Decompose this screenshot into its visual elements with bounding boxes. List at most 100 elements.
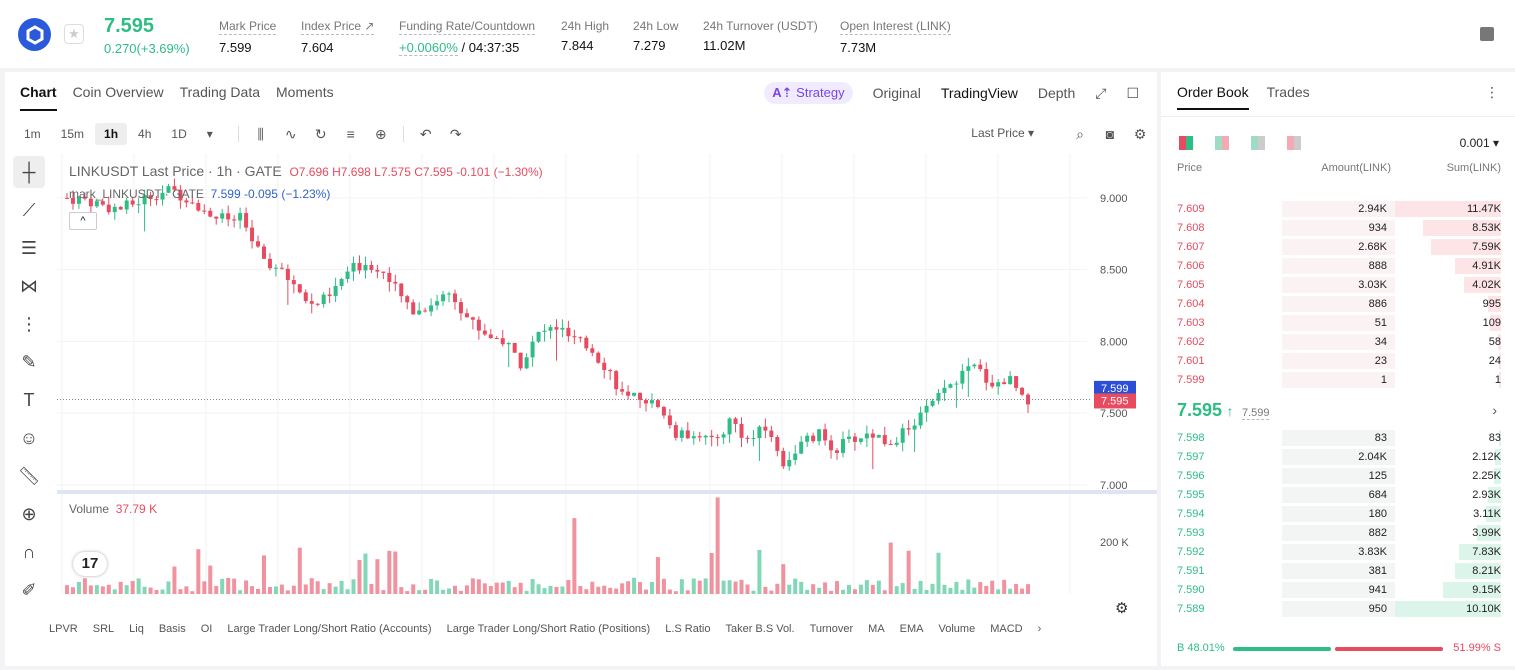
- window-icon[interactable]: ☐: [1126, 84, 1139, 101]
- crosshair-icon[interactable]: ┼: [13, 156, 45, 188]
- fib-icon[interactable]: ⋮: [20, 313, 38, 334]
- indicator-item[interactable]: Volume: [938, 623, 976, 635]
- indicator-item[interactable]: Turnover: [809, 623, 854, 635]
- ask-row[interactable]: 7.603 51 109: [1177, 314, 1501, 333]
- timeframe-1h[interactable]: 1h: [95, 123, 128, 145]
- order-sum: 58: [1488, 336, 1501, 348]
- volume-bar: [130, 580, 135, 594]
- text-icon[interactable]: T: [23, 389, 35, 410]
- tab-original[interactable]: Original: [872, 85, 921, 101]
- document-icon[interactable]: [1480, 27, 1494, 41]
- pattern-icon[interactable]: ⋈: [20, 275, 38, 296]
- gear-icon[interactable]: ⚙: [1133, 125, 1147, 142]
- chevron-right-icon[interactable]: ›: [1037, 623, 1042, 635]
- tab-moments[interactable]: Moments: [276, 84, 334, 100]
- zoom-in-icon[interactable]: ⊕: [21, 503, 37, 524]
- trendline-icon[interactable]: ⟋: [22, 199, 36, 220]
- tab-coin-overview[interactable]: Coin Overview: [72, 84, 164, 100]
- both-sides-view-icon[interactable]: [1179, 136, 1193, 150]
- timeframe-1d[interactable]: 1D: [171, 127, 187, 141]
- ask-row[interactable]: 7.599 1 1: [1177, 371, 1501, 390]
- tab-order-book[interactable]: Order Book: [1177, 84, 1249, 110]
- ask-row[interactable]: 7.601 23 24: [1177, 352, 1501, 371]
- stat-index-price[interactable]: Index Price ↗ 7.604: [301, 19, 375, 55]
- volume-bar: [942, 584, 947, 594]
- candle-body: [614, 371, 619, 390]
- bids-only-view-icon[interactable]: [1251, 136, 1265, 150]
- ask-row[interactable]: 7.604 886 995: [1177, 295, 1501, 314]
- candle-body: [411, 302, 416, 315]
- bid-row[interactable]: 7.589 950 10.10K: [1177, 600, 1501, 619]
- bid-row[interactable]: 7.595 684 2.93K: [1177, 486, 1501, 505]
- camera-icon[interactable]: ◙: [1105, 126, 1115, 142]
- pencil-icon[interactable]: ✐: [21, 579, 37, 600]
- timeframe-4h[interactable]: 4h: [138, 127, 152, 141]
- volume-bar: [399, 587, 404, 594]
- indicator-item[interactable]: Taker B.S Vol.: [725, 623, 795, 635]
- order-sum: 8.21K: [1472, 565, 1501, 577]
- expand-icon[interactable]: ⤢: [1095, 84, 1107, 101]
- bid-row[interactable]: 7.594 180 3.11K: [1177, 505, 1501, 524]
- ask-row[interactable]: 7.609 2.94K 11.47K: [1177, 200, 1501, 219]
- timeframe-dropdown-icon[interactable]: ▾: [206, 127, 213, 141]
- bid-row[interactable]: 7.593 882 3.99K: [1177, 524, 1501, 543]
- tab-tradingview[interactable]: TradingView: [940, 85, 1018, 101]
- add-alert-icon[interactable]: ⊕: [374, 125, 387, 142]
- indicator-item[interactable]: L.S Ratio: [665, 623, 711, 635]
- undo-icon[interactable]: ↶: [419, 125, 432, 142]
- indicator-item[interactable]: Liq: [129, 623, 144, 635]
- timeframe-1m[interactable]: 1m: [24, 127, 41, 141]
- bids-asks-view-icon[interactable]: [1215, 136, 1229, 150]
- indicator-item[interactable]: OI: [200, 623, 213, 635]
- tradingview-logo-icon[interactable]: 17: [73, 552, 107, 576]
- magnet-icon[interactable]: ∩: [22, 541, 36, 562]
- candle-body: [417, 310, 422, 315]
- precision-select[interactable]: 0.001 ▾: [1459, 136, 1499, 150]
- bid-row[interactable]: 7.596 125 2.25K: [1177, 467, 1501, 486]
- brush-icon[interactable]: ✎: [21, 351, 37, 372]
- bid-row[interactable]: 7.590 941 9.15K: [1177, 581, 1501, 600]
- collapse-legend-chevron-up-icon[interactable]: ^: [69, 212, 97, 230]
- template-icon[interactable]: ≡: [346, 126, 355, 142]
- time-settings-gear-icon[interactable]: ⚙: [1115, 600, 1129, 617]
- chevron-right-icon[interactable]: ›: [1492, 402, 1497, 418]
- candle-body: [632, 392, 637, 396]
- asks-only-view-icon[interactable]: [1287, 136, 1301, 150]
- emoji-icon[interactable]: ☺: [19, 427, 39, 448]
- bid-row[interactable]: 7.597 2.04K 2.12K: [1177, 448, 1501, 467]
- favorite-star-icon[interactable]: ★: [64, 24, 84, 44]
- bid-row[interactable]: 7.591 381 8.21K: [1177, 562, 1501, 581]
- ask-row[interactable]: 7.607 2.68K 7.59K: [1177, 238, 1501, 257]
- tab-trades[interactable]: Trades: [1266, 84, 1310, 100]
- ask-row[interactable]: 7.606 888 4.91K: [1177, 257, 1501, 276]
- indicator-item[interactable]: Large Trader Long/Short Ratio (Accounts): [227, 623, 432, 635]
- strategy-button[interactable]: A⇡ Strategy: [764, 82, 853, 104]
- ask-row[interactable]: 7.605 3.03K 4.02K: [1177, 276, 1501, 295]
- more-icon[interactable]: ⋮: [1485, 84, 1499, 100]
- search-icon[interactable]: ⌕: [1076, 125, 1084, 142]
- replay-icon[interactable]: ↻: [314, 125, 327, 142]
- indicator-item[interactable]: LPVR: [49, 623, 78, 635]
- ask-row[interactable]: 7.608 934 8.53K: [1177, 219, 1501, 238]
- volume-bar: [888, 542, 893, 594]
- indicator-item[interactable]: MA: [868, 623, 885, 635]
- tab-depth[interactable]: Depth: [1037, 85, 1076, 101]
- indicators-icon[interactable]: ∿: [284, 125, 297, 142]
- candle-type-icon[interactable]: ⫼: [257, 125, 264, 142]
- indicator-item[interactable]: Basis: [158, 623, 186, 635]
- price-type-select[interactable]: Last Price ▾: [971, 126, 1034, 140]
- indicator-item[interactable]: Large Trader Long/Short Ratio (Positions…: [446, 623, 651, 635]
- bid-row[interactable]: 7.598 83 83: [1177, 429, 1501, 448]
- bid-row[interactable]: 7.592 3.83K 7.83K: [1177, 543, 1501, 562]
- horizontal-lines-icon[interactable]: ☰: [20, 237, 38, 258]
- ruler-icon[interactable]: 📏︎: [17, 465, 41, 486]
- indicator-item[interactable]: SRL: [92, 623, 115, 635]
- redo-icon[interactable]: ↷: [449, 125, 462, 142]
- indicator-item[interactable]: MACD: [990, 623, 1023, 635]
- tab-trading-data[interactable]: Trading Data: [179, 84, 261, 100]
- tab-chart[interactable]: Chart: [20, 84, 57, 111]
- indicator-item[interactable]: EMA: [899, 623, 924, 635]
- timeframe-15m[interactable]: 15m: [60, 127, 85, 141]
- ask-row[interactable]: 7.602 34 58: [1177, 333, 1501, 352]
